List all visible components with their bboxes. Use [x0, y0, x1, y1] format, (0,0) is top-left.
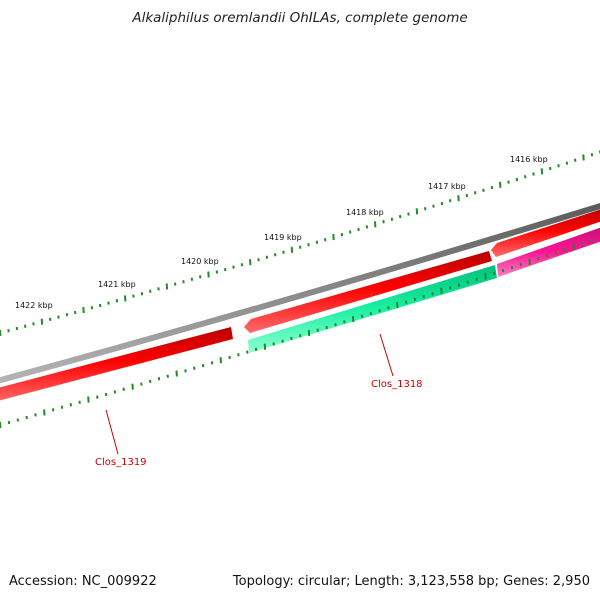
tick-label-1419: 1419 kbp [264, 233, 302, 242]
accession-text: Accession: NC_009922 [9, 574, 157, 589]
gene-label-clos-1319[interactable]: Clos_1319 [95, 457, 147, 468]
tick-label-1422: 1422 kbp [15, 301, 53, 310]
genome-stats-text: Topology: circular; Length: 3,123,558 bp… [232, 574, 590, 589]
outer-tick-ring [0, 150, 600, 337]
tick-labels: 1416 kbp 1417 kbp 1418 kbp 1419 kbp 1420… [15, 155, 548, 310]
gene-label-clos-1318[interactable]: Clos_1318 [371, 379, 423, 390]
reverse-strand-features [248, 226, 600, 353]
clos-1318-connector [379, 333, 394, 377]
gene-clos-1319[interactable] [0, 327, 233, 403]
tick-label-1417: 1417 kbp [428, 182, 466, 191]
gene-clos-1317[interactable] [491, 208, 600, 257]
tick-label-1418: 1418 kbp [346, 208, 384, 217]
gene-reverse-green[interactable] [248, 265, 497, 353]
map-title: Alkaliphilus oremlandii OhILAs, complete… [132, 10, 468, 26]
inner-tick-ring [0, 236, 600, 429]
tick-label-1420: 1420 kbp [181, 257, 219, 266]
tick-label-1416: 1416 kbp [510, 155, 548, 164]
forward-strand-features [0, 208, 600, 403]
gene-reverse-pink[interactable] [497, 226, 600, 277]
tick-label-1421: 1421 kbp [98, 280, 136, 289]
clos-1319-connector [105, 409, 119, 455]
gene-clos-1318[interactable] [244, 251, 492, 333]
genome-backbone [0, 202, 600, 384]
